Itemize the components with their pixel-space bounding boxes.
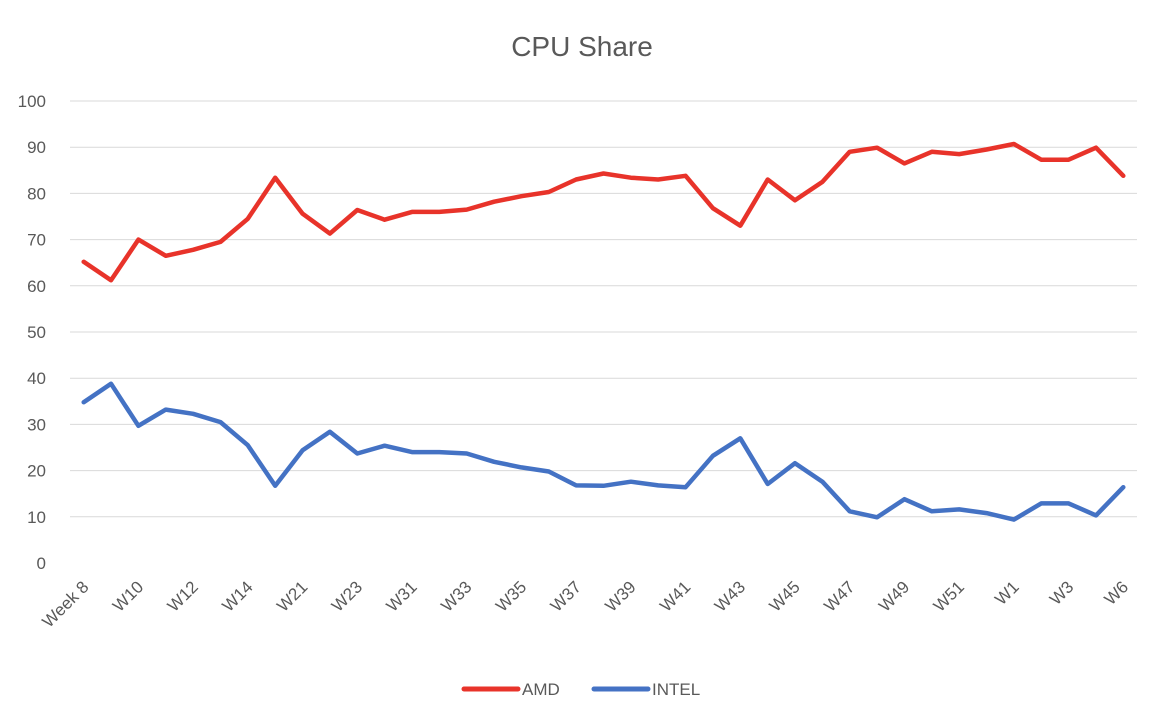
y-tick-label: 80 xyxy=(27,184,46,203)
y-tick-label: 50 xyxy=(27,323,46,342)
y-tick-label: 100 xyxy=(18,92,46,111)
legend: AMD INTEL xyxy=(461,680,700,699)
x-tick-label: W45 xyxy=(766,577,804,615)
x-tick-label: W49 xyxy=(875,577,913,615)
x-tick-label: W47 xyxy=(820,577,858,615)
series-line-intel xyxy=(81,381,1126,522)
series-line-amd xyxy=(81,141,1126,283)
x-tick-label: W6 xyxy=(1101,577,1132,608)
legend-label-amd: AMD xyxy=(522,680,560,699)
x-tick-label: W31 xyxy=(383,577,421,615)
x-tick-label: W23 xyxy=(328,577,366,615)
x-tick-label: W51 xyxy=(930,577,968,615)
x-tick-label: W39 xyxy=(602,577,640,615)
x-tick-label: W3 xyxy=(1046,577,1077,608)
x-tick-label: W43 xyxy=(711,577,749,615)
y-tick-label: 20 xyxy=(27,462,46,481)
y-tick-label: 0 xyxy=(37,554,46,573)
x-tick-label: W14 xyxy=(219,577,257,615)
y-tick-label: 60 xyxy=(27,277,46,296)
x-tick-label: W41 xyxy=(656,577,694,615)
y-tick-label: 40 xyxy=(27,369,46,388)
x-tick-label: W12 xyxy=(164,577,202,615)
x-tick-label: Week 8 xyxy=(39,577,93,631)
series-lines xyxy=(81,141,1126,522)
x-tick-label: W1 xyxy=(991,577,1022,608)
x-tick-label: W21 xyxy=(273,577,311,615)
legend-label-intel: INTEL xyxy=(652,680,700,699)
gridlines xyxy=(70,100,1137,518)
y-tick-label: 90 xyxy=(27,138,46,157)
y-tick-label: 10 xyxy=(27,508,46,527)
x-tick-label: W33 xyxy=(437,577,475,615)
y-tick-label: 30 xyxy=(27,415,46,434)
x-tick-label: W35 xyxy=(492,577,530,615)
y-tick-label: 70 xyxy=(27,231,46,250)
x-axis-ticks: Week 8 W10 W12 W14 W21 W23 W31 W33 W35 W37 W39 W41 W… xyxy=(39,577,1133,631)
y-axis-ticks: 0 10 20 30 40 50 60 70 80 90 100 xyxy=(18,92,46,573)
chart-title: CPU Share xyxy=(511,31,653,62)
x-tick-label: W10 xyxy=(109,577,147,615)
x-tick-label: W37 xyxy=(547,577,585,615)
